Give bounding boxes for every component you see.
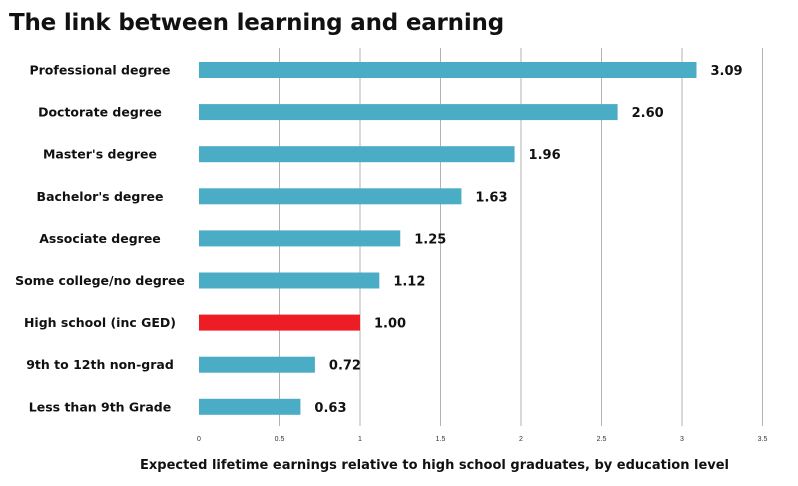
category-labels: Professional degree Doctorate degree Maste… (15, 63, 185, 415)
category-label: High school (inc GED) (24, 315, 176, 330)
bar (199, 104, 618, 121)
category-label: Doctorate degree (38, 105, 162, 120)
value-label: 1.12 (393, 275, 425, 290)
category-label: Associate degree (39, 231, 161, 246)
x-tick-label: 3.5 (758, 436, 768, 443)
x-tick-label: 2 (519, 436, 523, 443)
bar (199, 230, 401, 247)
category-label: Master's degree (43, 147, 157, 162)
bar (199, 188, 462, 205)
category-label: Some college/no degree (15, 273, 185, 288)
bar (199, 62, 697, 78)
value-label: 3.09 (710, 64, 742, 79)
chart-title: The link between learning and earning (9, 10, 504, 36)
x-tick-label: 0 (197, 436, 201, 443)
category-label: Less than 9th Grade (29, 399, 171, 414)
bar (199, 272, 380, 289)
bar (199, 146, 515, 163)
x-tick-label: 3 (680, 436, 684, 443)
category-label: Bachelor's degree (37, 189, 164, 204)
x-tick-label: 1.5 (436, 436, 446, 443)
x-tick-label: 0.5 (275, 436, 285, 443)
value-label: 0.72 (329, 359, 361, 374)
value-label: 1.96 (529, 148, 561, 163)
x-tick-label: 2.5 (597, 436, 607, 443)
value-label: 1.63 (475, 190, 507, 205)
x-axis-label: Expected lifetime earnings relative to h… (140, 458, 730, 473)
x-tick-label: 1 (358, 436, 362, 443)
bar (199, 314, 360, 331)
value-label: 0.63 (314, 401, 346, 416)
bar (199, 398, 301, 415)
bars (199, 62, 697, 415)
category-label: 9th to 12th non-grad (26, 357, 174, 372)
value-label: 1.25 (414, 232, 446, 247)
category-label: Professional degree (29, 63, 170, 78)
x-tick-labels: 0 0.5 1 1.5 2 2.5 3 3.5 (197, 436, 767, 443)
value-label: 2.60 (632, 106, 664, 121)
value-labels: 3.09 2.60 1.96 1.63 1.25 1.12 1.00 0.72 0.63 (314, 64, 742, 416)
value-label: 1.00 (374, 317, 406, 332)
bar (199, 356, 315, 373)
